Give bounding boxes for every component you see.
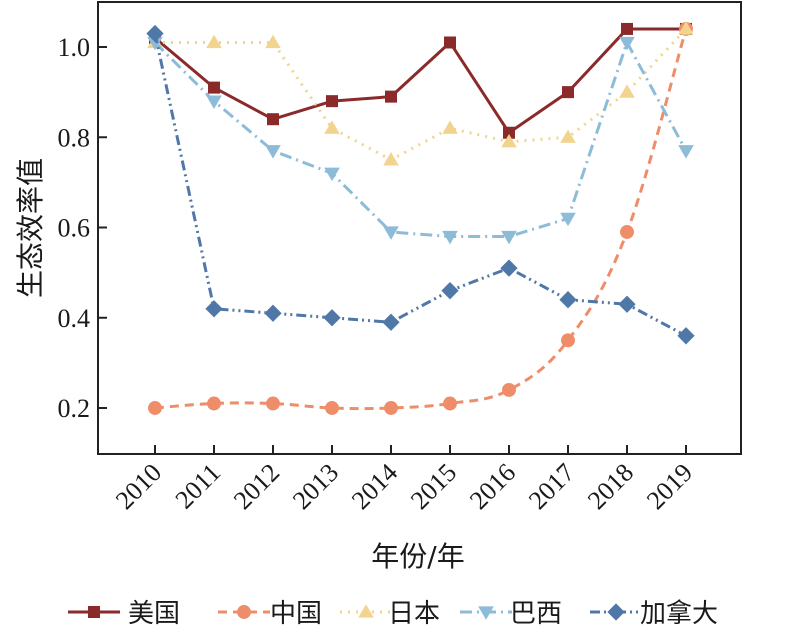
legend-label: 中国	[270, 599, 322, 629]
series-line	[154, 27, 686, 135]
data-point	[619, 36, 635, 51]
data-point	[443, 396, 457, 411]
data-point	[383, 226, 399, 240]
legend-marker	[607, 603, 625, 621]
data-point	[146, 24, 164, 43]
series-line	[153, 33, 687, 338]
data-point	[265, 145, 281, 159]
legend: 美国 中国 日本 巴西 加拿大	[68, 599, 718, 629]
data-point	[325, 401, 339, 415]
data-point	[324, 120, 340, 134]
legend-marker	[358, 604, 374, 618]
data-point	[384, 401, 398, 415]
data-point	[323, 309, 341, 327]
x-tick-label: 2015	[405, 458, 462, 515]
legend-item: 中国	[218, 599, 322, 629]
x-tick-label: 2017	[523, 458, 580, 515]
x-tick-label: 2011	[170, 458, 227, 515]
data-point	[382, 313, 400, 331]
data-point	[442, 120, 458, 134]
legend-item: 日本	[340, 599, 440, 629]
y-tick-label: 0.4	[58, 304, 91, 333]
y-axis: 0.2 0.4 0.6 0.8 1.0	[58, 33, 107, 423]
series-3	[147, 21, 694, 166]
x-tick-label: 2010	[110, 458, 167, 515]
legend-marker	[237, 605, 251, 619]
series-line	[154, 28, 688, 411]
data-point	[501, 230, 517, 245]
data-point	[560, 129, 576, 143]
data-point	[677, 327, 695, 345]
data-point	[264, 304, 282, 322]
data-point	[503, 126, 515, 139]
data-point	[561, 333, 575, 348]
legend-marker	[478, 606, 494, 620]
data-point	[324, 167, 340, 182]
legend-label: 美国	[128, 599, 180, 629]
series-4	[147, 36, 694, 245]
x-tick-label: 2012	[228, 458, 285, 515]
y-axis-title: 生态效率值	[14, 158, 47, 298]
x-tick-label: 2013	[287, 458, 344, 515]
series-line	[153, 40, 688, 239]
data-point	[502, 382, 516, 397]
data-point	[383, 152, 399, 166]
x-tick-label: 2019	[641, 458, 698, 515]
data-point	[678, 21, 694, 35]
series-5	[146, 24, 695, 345]
x-tick-label: 2016	[464, 458, 521, 515]
y-tick-label: 0.2	[58, 394, 91, 423]
data-point	[205, 300, 223, 318]
data-point	[207, 396, 221, 411]
data-point	[619, 84, 635, 98]
data-point	[500, 259, 518, 277]
data-point	[621, 22, 633, 35]
legend-label: 日本	[388, 599, 440, 629]
legend-label: 加拿大	[640, 599, 718, 629]
series-line	[155, 27, 688, 162]
data-point	[559, 291, 577, 309]
data-point	[208, 81, 220, 94]
data-point	[678, 145, 694, 159]
legend-marker	[88, 606, 100, 618]
data-point	[267, 113, 279, 126]
data-point	[266, 396, 280, 411]
legend-item: 美国	[68, 599, 180, 629]
data-point	[620, 225, 634, 239]
legend-label: 巴西	[510, 599, 562, 629]
data-point	[618, 295, 636, 313]
series-2	[148, 21, 693, 415]
x-axis-title: 年份/年	[371, 540, 464, 573]
series-layer	[146, 21, 695, 415]
data-point	[560, 212, 576, 227]
y-tick-label: 0.6	[58, 214, 91, 243]
data-point	[444, 36, 456, 49]
data-point	[147, 36, 163, 51]
y-tick-label: 1.0	[58, 33, 91, 62]
data-point	[206, 34, 222, 49]
x-tick-label: 2018	[582, 458, 639, 515]
legend-item: 巴西	[460, 599, 562, 629]
data-point	[148, 401, 162, 415]
data-point	[501, 133, 517, 148]
data-point	[562, 86, 574, 99]
x-axis: 2010 2011 2012 2013 2014 2015 2016 2017 2018 2019	[110, 445, 698, 515]
data-point	[326, 95, 338, 108]
y-tick-label: 0.8	[58, 123, 91, 152]
series-1	[149, 22, 692, 139]
data-point	[442, 230, 458, 245]
data-point	[385, 90, 397, 103]
x-tick-label: 2014	[346, 458, 403, 515]
data-point	[206, 95, 222, 109]
data-point	[265, 34, 281, 49]
data-point	[441, 282, 459, 300]
legend-item: 加拿大	[590, 599, 718, 629]
